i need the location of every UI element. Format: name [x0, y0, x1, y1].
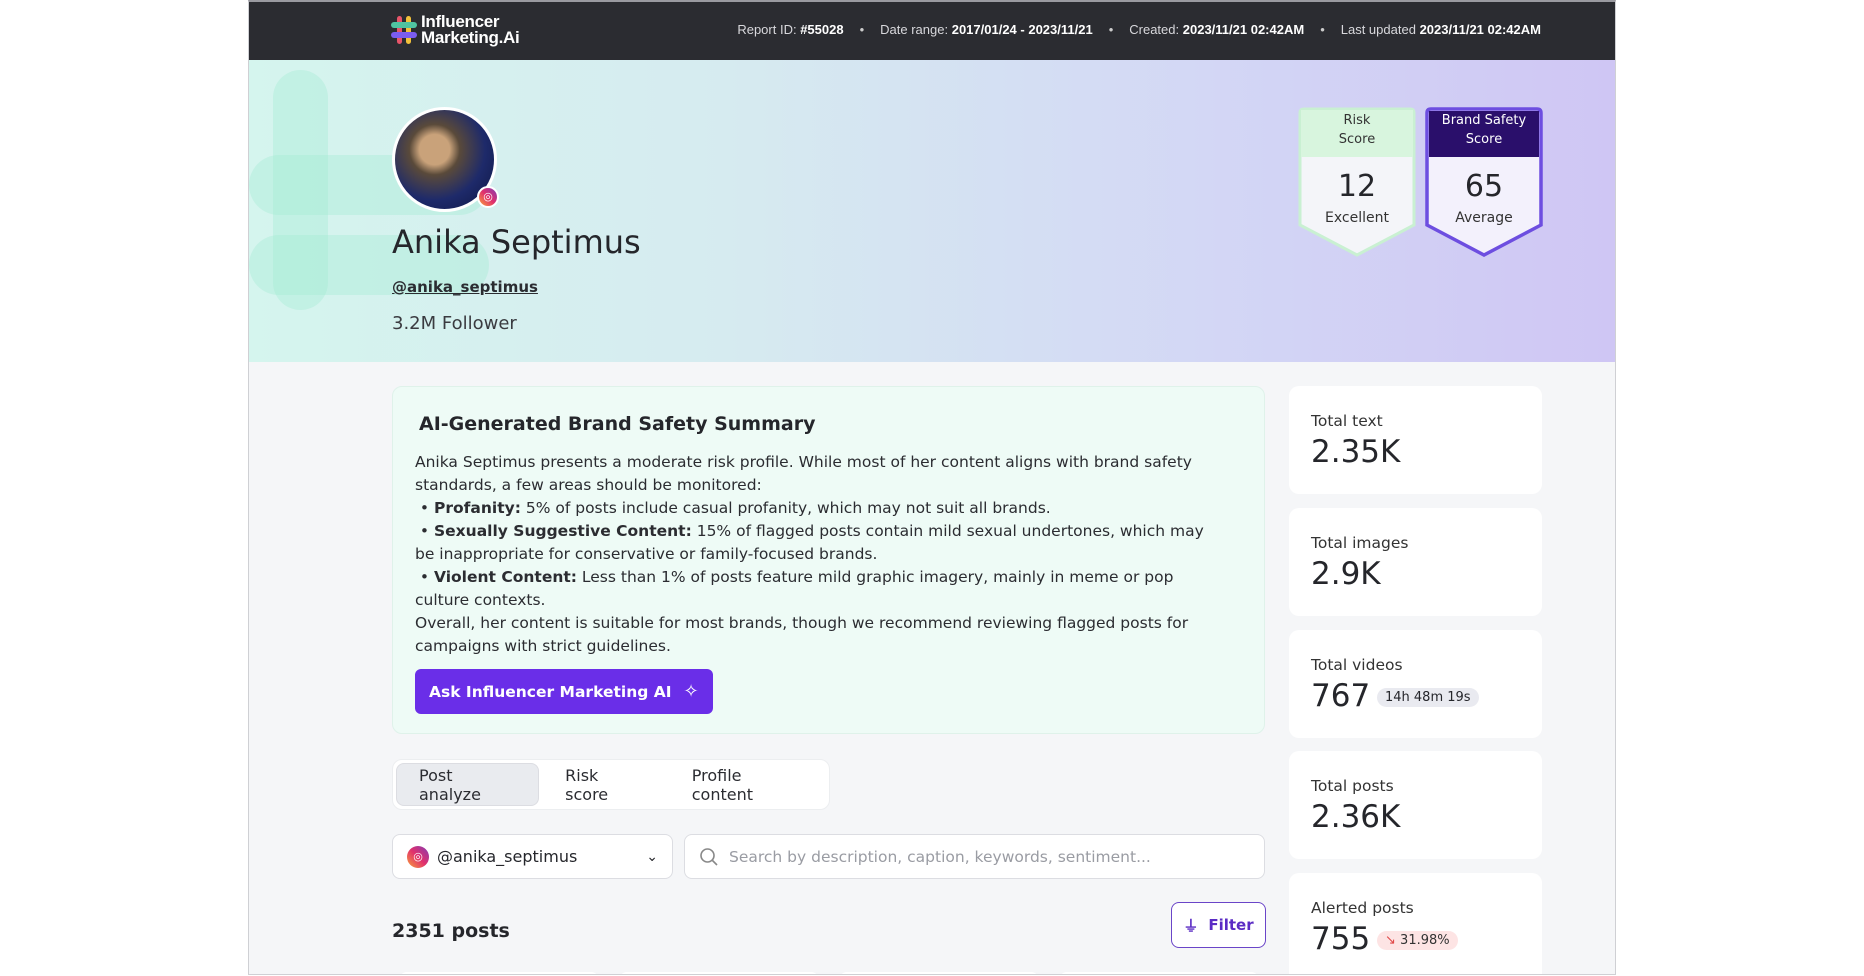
filter-button[interactable]: ⏚ Filter [1171, 902, 1266, 948]
ask-ai-label: Ask Influencer Marketing AI [429, 682, 672, 701]
profile-handle-link[interactable]: @anika_septimus [392, 278, 538, 296]
stat-value: 767 [1311, 678, 1371, 714]
updated-date: 2023/11/21 02:42AM [1419, 22, 1541, 37]
stat-label: Total images [1311, 534, 1409, 552]
tab-post-analyze[interactable]: Post analyze [396, 763, 540, 806]
filter-icon: ⏚ [1183, 916, 1199, 935]
follower-count: 3.2M Follower [392, 313, 517, 334]
report-id: #55028 [800, 22, 844, 37]
risk-score-label: Excellent [1325, 210, 1389, 226]
posts-count: 2351 posts [392, 920, 510, 942]
bullet-text: 15% of flagged posts contain mild sexual… [415, 522, 1204, 563]
stat-value: 2.36K [1311, 799, 1401, 835]
trend-down-icon: ↘ [1385, 933, 1396, 948]
stat-total-text: Total text 2.35K [1289, 386, 1542, 494]
post-card[interactable] [399, 972, 599, 974]
bullet-text: Less than 1% of posts feature mild graph… [415, 568, 1174, 609]
brand-safety-value: 65 [1464, 169, 1504, 204]
search-icon [700, 847, 718, 866]
account-select[interactable]: ◎ @anika_septimus ⌄ [392, 834, 673, 879]
stat-label: Alerted posts [1311, 899, 1414, 917]
risk-score-title: Risk [1343, 113, 1371, 128]
stat-label: Total videos [1311, 656, 1403, 674]
brand-safety-score-badge: Brand Safety Score 65 Average [1425, 107, 1543, 257]
stat-total-posts: Total posts 2.36K [1289, 751, 1542, 859]
report-meta: Report ID: #55028 • Date range: 2017/01/… [737, 22, 1541, 37]
top-bar: Influencer Marketing.Ai Report ID: #55028… [249, 2, 1615, 60]
stat-value: 2.35K [1311, 434, 1401, 470]
stat-total-videos: Total videos 767 14h 48m 19s [1289, 630, 1542, 738]
stat-label: Total posts [1311, 777, 1394, 795]
account-select-value: @anika_septimus [437, 847, 578, 866]
search-input[interactable] [729, 847, 1250, 866]
sparkle-icon: ✧ [683, 681, 699, 702]
summary-intro: Anika Septimus presents a moderate risk … [415, 453, 1192, 494]
stat-label: Total text [1311, 412, 1383, 430]
date-range-label: Date range: [880, 22, 949, 37]
logo-text-line2: Marketing.Ai [421, 28, 520, 47]
bullet-label: Sexually Suggestive Content: [434, 522, 692, 540]
video-duration-pill: 14h 48m 19s [1377, 688, 1479, 707]
stat-value: 2.9K [1311, 556, 1381, 592]
bullet-label: Profanity: [434, 499, 521, 517]
bullet-label: Violent Content: [434, 568, 577, 586]
ask-ai-button[interactable]: Ask Influencer Marketing AI ✧ [415, 669, 713, 714]
post-card[interactable] [839, 972, 1039, 974]
profile-hero: ◎ Anika Septimus @anika_septimus 3.2M Fo… [249, 60, 1615, 362]
alerted-change-pill: 31.98% [1400, 933, 1450, 948]
tab-profile-content[interactable]: Profile content [691, 765, 753, 804]
logo[interactable]: Influencer Marketing.Ai [391, 12, 520, 47]
summary-bullet: • Sexually Suggestive Content: 15% of fl… [415, 522, 1204, 563]
brand-safety-label: Average [1455, 210, 1513, 226]
instagram-icon: ◎ [477, 186, 499, 208]
filter-label: Filter [1208, 916, 1254, 934]
post-card[interactable] [1059, 972, 1259, 974]
brand-safety-title: Brand Safety [1441, 113, 1527, 128]
risk-score-value: 12 [1337, 169, 1377, 204]
chevron-down-icon: ⌄ [646, 848, 658, 865]
updated-label: Last updated [1340, 22, 1416, 37]
logo-hash-icon [391, 16, 417, 44]
stat-value: 755 [1311, 921, 1371, 957]
date-range: 2017/01/24 - 2023/11/21 [951, 22, 1093, 37]
stat-alerted-posts: Alerted posts 755 ↘ 31.98% [1289, 873, 1542, 974]
tab-bar: Post analyze Risk score Profile content [392, 759, 830, 810]
risk-score-badge: Risk Score 12 Excellent [1298, 107, 1416, 257]
search-box[interactable] [684, 834, 1265, 879]
ai-summary-card: AI-Generated Brand Safety Summary Anika … [392, 386, 1265, 734]
app-frame: Influencer Marketing.Ai Report ID: #55028… [248, 0, 1616, 975]
risk-score-title2: Score [1338, 132, 1376, 147]
profile-name: Anika Septimus [392, 223, 641, 261]
summary-conclusion: Overall, her content is suitable for mos… [415, 614, 1189, 655]
tab-risk-score[interactable]: Risk score [565, 765, 609, 804]
summary-bullet: • Violent Content: Less than 1% of posts… [415, 568, 1174, 609]
logo-text-line1: Influencer [421, 12, 500, 31]
created-label: Created: [1129, 22, 1180, 37]
report-id-label: Report ID: [737, 22, 797, 37]
summary-body: Anika Septimus presents a moderate risk … [415, 451, 1215, 658]
created-date: 2023/11/21 02:42AM [1182, 22, 1305, 37]
summary-bullet: • Profanity: 5% of posts include casual … [415, 499, 1051, 517]
brand-safety-title2: Score [1465, 132, 1503, 147]
instagram-icon: ◎ [407, 845, 429, 868]
bg-hash-decoration [273, 70, 328, 310]
stat-total-images: Total images 2.9K [1289, 508, 1542, 616]
summary-title: AI-Generated Brand Safety Summary [419, 413, 816, 435]
bullet-text: 5% of posts include casual profanity, wh… [520, 499, 1051, 517]
bg-hash-decoration [249, 235, 489, 295]
post-card[interactable] [619, 972, 819, 974]
